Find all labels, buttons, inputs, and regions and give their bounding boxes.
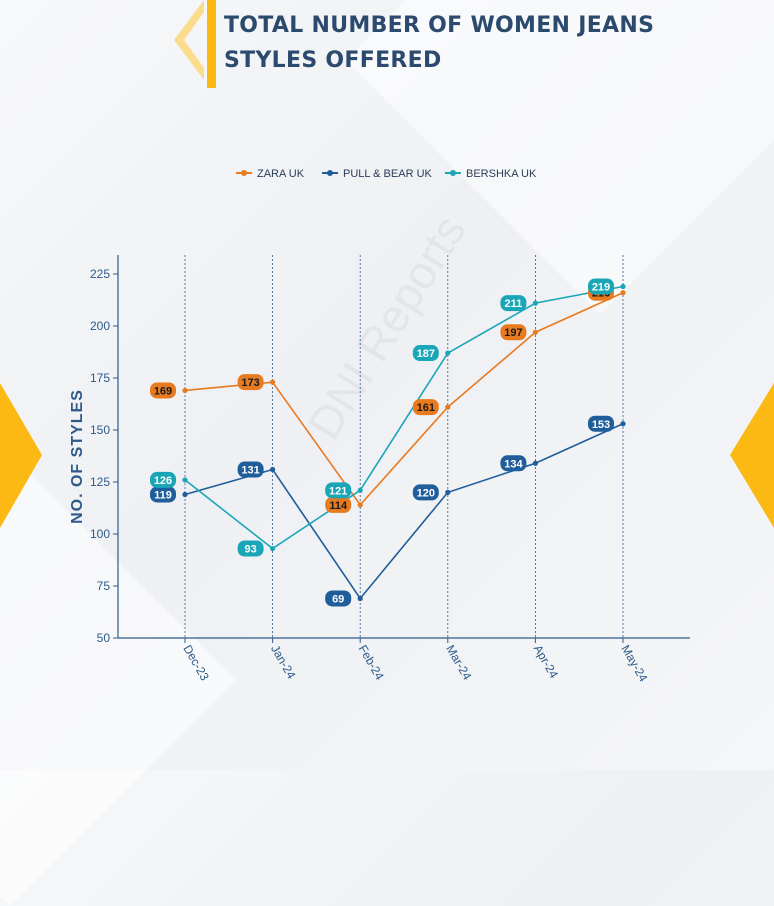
data-point [445, 350, 451, 356]
data-label-badge [325, 482, 352, 499]
data-label: 121 [329, 485, 347, 497]
y-tick-label: 100 [90, 527, 110, 541]
data-point [620, 283, 626, 290]
legend-swatch-marker [327, 170, 333, 176]
data-label-badge [237, 461, 264, 478]
data-label: 114 [329, 500, 348, 512]
data-label-badge [237, 540, 264, 557]
title-accent-bar [207, 0, 216, 88]
x-tick-label: May-24 [618, 643, 650, 685]
data-point [532, 300, 539, 306]
legend-label: BERSHKA UK [466, 168, 537, 180]
series-line [184, 285, 624, 550]
y-tick-label: 75 [97, 579, 111, 593]
data-label: 187 [417, 348, 435, 360]
line-chart: 50 75 100 125 150 175 200 225 Dec-23 Jan-24 Feb-24… [69, 168, 690, 685]
y-tick-label: 150 [90, 423, 110, 437]
y-tick-label: 225 [90, 267, 110, 281]
x-tick-label: Apr-24 [531, 643, 561, 681]
data-label-badge [150, 486, 176, 503]
data-label: 219 [592, 281, 610, 293]
data-label: 197 [504, 327, 522, 339]
series-line [184, 423, 624, 600]
x-tick-label: Mar-24 [443, 643, 474, 683]
data-point [182, 491, 188, 498]
x-tick-label: Feb-24 [356, 643, 387, 683]
data-label: 126 [154, 475, 172, 487]
right-triangle-icon [730, 383, 774, 528]
data-label-badge [412, 484, 439, 501]
data-label: 69 [332, 593, 344, 605]
data-label-badge [150, 382, 176, 399]
data-label: 120 [417, 487, 435, 499]
data-point [620, 290, 626, 296]
data-label: 131 [241, 465, 259, 477]
data-label-badge [150, 471, 176, 488]
data-point [270, 379, 276, 385]
data-label-badge [412, 399, 439, 416]
y-tick-label: 125 [90, 475, 110, 489]
x-tick-label: Jan-24 [268, 643, 299, 682]
data-label-badge [588, 278, 614, 295]
data-label-badge [500, 455, 527, 472]
data-label-badge [325, 496, 352, 513]
legend-label: ZARA UK [257, 168, 305, 180]
data-point [445, 489, 451, 495]
legend-swatch-marker [241, 170, 247, 176]
data-label: 134 [504, 458, 523, 470]
data-label-badge [588, 415, 614, 432]
data-label: 153 [592, 419, 610, 431]
data-label-badge [325, 590, 352, 607]
data-label: 169 [154, 385, 172, 397]
y-tick-label: 200 [90, 319, 110, 333]
x-tick-label: Dec-23 [180, 643, 212, 684]
data-point [270, 466, 276, 473]
chart-title: TOTAL NUMBER OF WOMEN JEANS STYLES OFFER… [224, 13, 655, 73]
legend-label: PULL & BEAR UK [343, 168, 433, 180]
data-label-badge [412, 345, 439, 362]
y-axis-title: NO. OF STYLES [69, 389, 86, 524]
data-label-badge [500, 295, 527, 312]
left-triangle-icon [0, 383, 42, 528]
data-point [270, 545, 276, 552]
y-tick-label: 50 [97, 631, 111, 645]
y-tick-label: 175 [90, 371, 110, 385]
data-label: 161 [417, 402, 435, 414]
data-label: 93 [244, 544, 256, 556]
data-point [445, 404, 451, 410]
data-label-badge [237, 374, 264, 391]
data-point [532, 329, 539, 335]
data-point [357, 487, 363, 493]
data-label: 119 [154, 489, 172, 501]
title-chevron-icon [174, 0, 204, 80]
data-label: 173 [241, 377, 259, 389]
data-point [620, 421, 626, 427]
data-point [182, 387, 188, 394]
data-label: 211 [505, 298, 523, 310]
data-point [532, 460, 539, 466]
data-point [182, 477, 188, 483]
legend-swatch-marker [450, 170, 456, 176]
data-label-badge [500, 324, 527, 341]
data-point [357, 595, 363, 602]
data-point [357, 502, 363, 508]
